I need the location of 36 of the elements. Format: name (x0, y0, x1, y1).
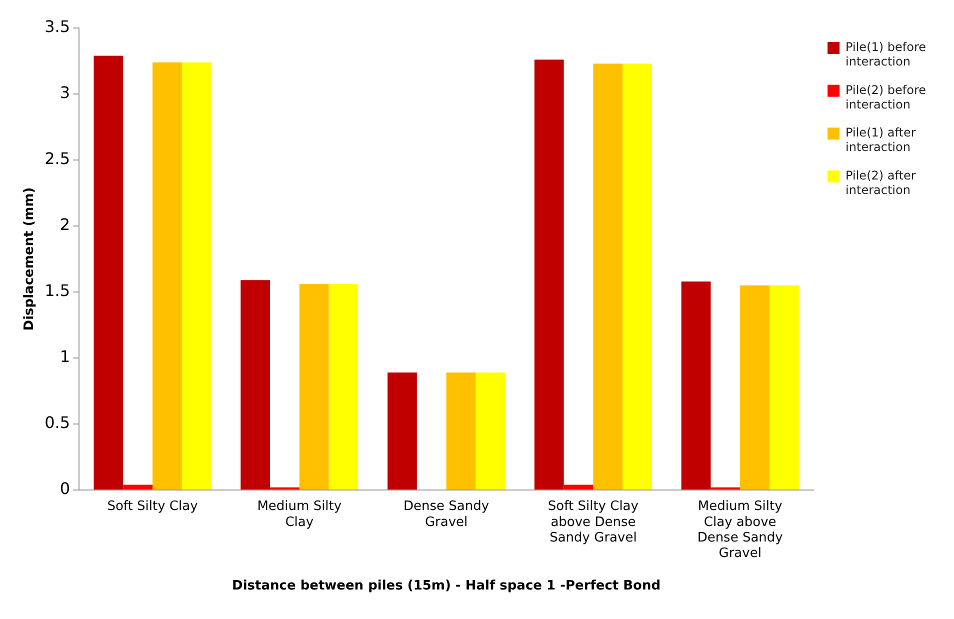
y-tick-label: 1.5 (44, 281, 70, 300)
y-tick-label: 2.5 (44, 149, 70, 168)
bar (240, 280, 270, 490)
y-tick-label: 0 (60, 479, 70, 498)
y-tick-label: 3 (60, 83, 70, 102)
legend-label: Pile(1) after interaction (846, 126, 916, 154)
x-tick-label: Soft Silty Clay (107, 499, 198, 514)
x-axis-title: Distance between piles (15m) - Half space 1 -Perfect Bond (232, 578, 661, 594)
bar (622, 64, 652, 490)
legend-label: Pile(2) before interaction (846, 82, 926, 112)
bar (182, 62, 212, 490)
x-tick-label: Medium Silty Clay (257, 499, 342, 530)
bar (328, 284, 358, 490)
bar (476, 372, 506, 490)
bar (299, 284, 329, 490)
bar (152, 62, 182, 490)
legend-label: Pile(2) after interaction (846, 168, 916, 197)
y-tick-label: 2 (60, 215, 70, 234)
bar (388, 372, 417, 490)
bar (681, 281, 711, 490)
y-tick-label: 3.5 (44, 17, 70, 36)
bar (123, 484, 152, 490)
x-tick-label: Dense Sandy Gravel (404, 499, 490, 530)
bar (534, 60, 564, 490)
bar (564, 484, 594, 490)
x-tick-label: Medium Silty Clay above Dense Sandy Gravel (697, 499, 784, 561)
bar (769, 285, 799, 490)
y-tick-label: 0.5 (44, 413, 70, 432)
x-tick-label: Soft Silty Clay above Dense Sandy Gravel (548, 499, 639, 546)
bar (740, 285, 770, 490)
bar (446, 372, 476, 490)
y-axis-title: Displacement (mm) (22, 187, 38, 331)
bar (94, 56, 124, 490)
legend-label: Pile(1) before interaction (846, 40, 926, 69)
bar (593, 64, 623, 490)
y-tick-label: 1 (60, 347, 70, 366)
